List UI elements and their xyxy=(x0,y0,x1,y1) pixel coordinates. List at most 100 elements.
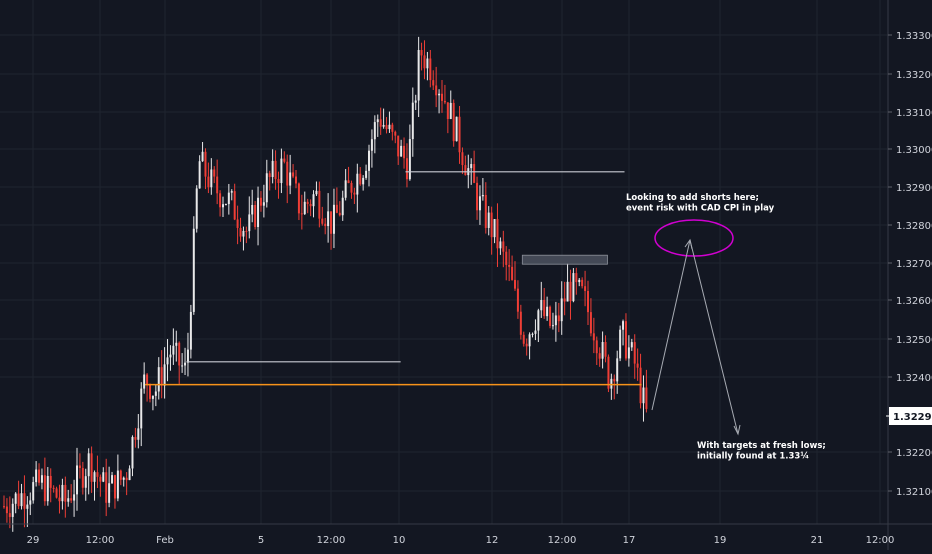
candle-body xyxy=(143,374,146,389)
candle-body xyxy=(616,358,619,382)
candle-body xyxy=(99,476,102,482)
candle-body xyxy=(140,388,143,429)
candle-body xyxy=(481,194,484,197)
candle-body xyxy=(473,164,476,183)
candle-body xyxy=(312,194,315,207)
candle-body xyxy=(146,374,149,385)
candle-body xyxy=(397,135,400,157)
annotation-text-line: initially found at 1.33¼ xyxy=(697,451,809,462)
candle-body xyxy=(589,312,592,334)
candle-body xyxy=(318,190,321,219)
candle-body xyxy=(189,311,192,350)
candle-body xyxy=(254,204,257,227)
candle-body xyxy=(519,311,522,335)
candle-body xyxy=(359,173,362,185)
candle-body xyxy=(40,475,43,483)
price-tick-label: 1.32400 xyxy=(896,373,932,384)
candle-body xyxy=(604,341,607,357)
resistance-zone-box xyxy=(521,254,608,265)
time-tick-label: 5 xyxy=(258,535,264,546)
candle-body xyxy=(502,241,505,252)
candle-body xyxy=(420,49,423,56)
candle-body xyxy=(435,85,438,96)
candle-body xyxy=(213,169,216,177)
candle-body xyxy=(265,173,268,203)
candle-body xyxy=(137,428,140,440)
candle-body xyxy=(619,329,622,359)
candle-body xyxy=(297,183,300,214)
candle-body xyxy=(61,484,64,502)
candle-body xyxy=(391,124,394,132)
candle-body xyxy=(353,192,356,195)
drawings xyxy=(651,219,741,436)
candle-body xyxy=(303,201,306,215)
candle-body xyxy=(64,484,67,502)
candle-body xyxy=(134,436,137,440)
candle-body xyxy=(81,468,84,488)
candle-body xyxy=(248,214,251,232)
candle-body xyxy=(645,387,648,409)
candle-body xyxy=(8,513,11,517)
candle-body xyxy=(484,194,487,228)
arrow-head-down xyxy=(733,424,741,436)
candle-body xyxy=(116,470,119,499)
candle-body xyxy=(470,164,473,169)
candle-body xyxy=(96,472,99,477)
candle-body xyxy=(382,125,385,127)
candle-body xyxy=(330,211,333,234)
candle-body xyxy=(230,191,233,193)
candle-body xyxy=(105,472,108,503)
candle-body xyxy=(546,306,549,317)
candle-body xyxy=(578,279,581,283)
candle-body xyxy=(192,228,195,312)
time-tick-label: 19 xyxy=(714,535,727,546)
levels xyxy=(145,171,642,386)
candle-body xyxy=(84,476,87,488)
candle-body xyxy=(365,170,368,178)
candle-body xyxy=(630,342,633,348)
candle-body xyxy=(341,197,344,216)
candle-body xyxy=(154,391,157,396)
candle-body xyxy=(516,288,519,312)
candle-body xyxy=(423,55,426,69)
candle-body xyxy=(522,334,525,344)
candle-body xyxy=(569,281,572,302)
candle-body xyxy=(441,93,443,101)
time-tick-label: 12:00 xyxy=(866,535,895,546)
candle-body xyxy=(587,290,589,313)
candle-body xyxy=(262,202,265,206)
candle-body xyxy=(49,475,52,488)
candle-body xyxy=(309,203,312,207)
candle-body xyxy=(277,179,280,184)
candle-body xyxy=(125,477,128,481)
candle-body xyxy=(219,193,222,208)
candle-body xyxy=(411,102,414,140)
price-tick-label: 1.33100 xyxy=(896,108,932,119)
candle-body xyxy=(29,500,32,505)
candle-body xyxy=(166,357,169,365)
candle-body xyxy=(540,300,543,311)
candle-body xyxy=(108,483,111,503)
candle-body xyxy=(505,251,508,265)
price-tick-label: 1.32900 xyxy=(896,183,932,194)
candle-body xyxy=(5,506,8,514)
annotation-text-line: With targets at fresh lows; xyxy=(697,441,826,451)
candle-body xyxy=(271,160,274,178)
candle-body xyxy=(119,470,122,480)
candle-body xyxy=(426,58,429,69)
candle-body xyxy=(362,177,365,185)
candle-body xyxy=(438,93,441,96)
candle-body xyxy=(394,131,397,136)
candle-body xyxy=(566,281,569,302)
candle-body xyxy=(204,151,207,177)
time-tick-label: 12:00 xyxy=(317,535,346,546)
candle-body xyxy=(572,273,575,302)
candle-body xyxy=(300,213,303,215)
candle-body xyxy=(458,116,461,153)
candle-body xyxy=(224,204,227,206)
candle-body xyxy=(531,333,534,335)
candle-body xyxy=(17,493,20,507)
